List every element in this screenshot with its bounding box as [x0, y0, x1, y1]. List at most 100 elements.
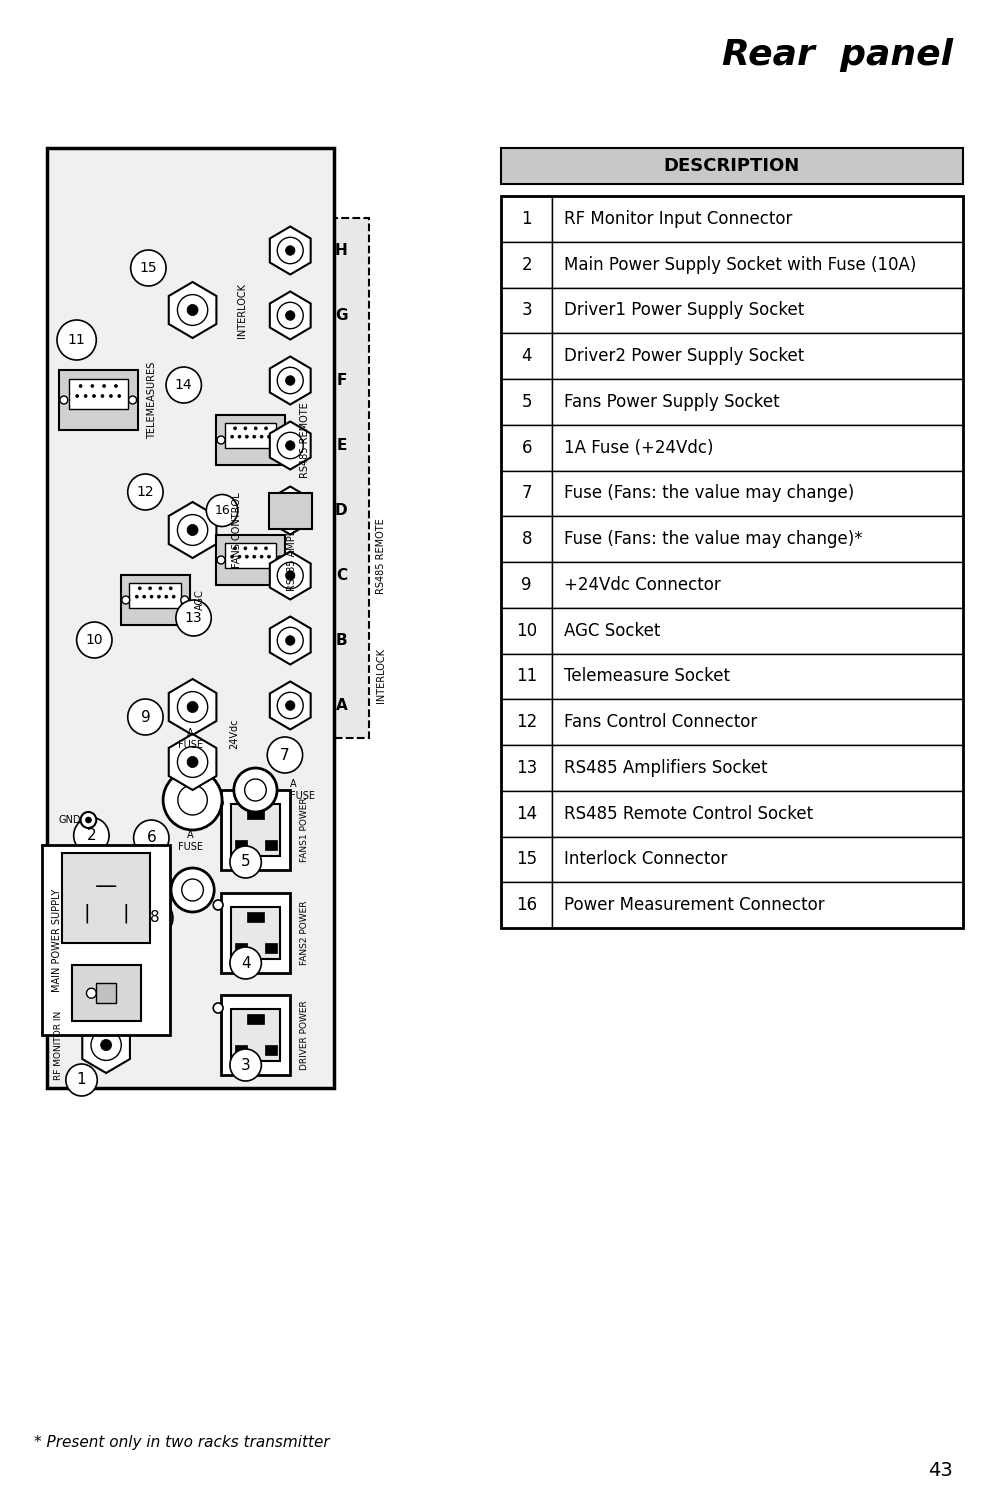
Bar	[221, 894, 290, 973]
Text: 13: 13	[185, 611, 202, 625]
Text: FANS1 POWER: FANS1 POWER	[300, 798, 309, 862]
Bar	[501, 608, 552, 653]
Text: A: A	[335, 698, 347, 713]
Text: 14: 14	[516, 805, 537, 823]
Text: Main Power Supply Socket with Fuse (10A): Main Power Supply Socket with Fuse (10A)	[564, 255, 916, 273]
Text: INTERLOCK: INTERLOCK	[376, 647, 386, 703]
Circle shape	[86, 817, 92, 823]
Circle shape	[286, 246, 295, 255]
Text: 2: 2	[521, 255, 532, 273]
Text: 1: 1	[521, 210, 532, 228]
Text: A
FUSE: A FUSE	[178, 831, 203, 852]
Circle shape	[172, 595, 175, 598]
Text: 11: 11	[67, 333, 86, 347]
Circle shape	[286, 571, 295, 580]
Circle shape	[171, 868, 214, 912]
Circle shape	[286, 376, 295, 386]
Bar	[71, 966, 141, 1021]
Circle shape	[187, 757, 198, 768]
Text: FANS2 POWER: FANS2 POWER	[300, 901, 309, 966]
Polygon shape	[82, 1017, 130, 1072]
Polygon shape	[169, 282, 216, 338]
Polygon shape	[270, 682, 311, 730]
Circle shape	[278, 237, 303, 264]
Text: H: H	[335, 243, 348, 258]
Circle shape	[158, 595, 160, 598]
Circle shape	[91, 385, 94, 388]
Circle shape	[79, 385, 82, 388]
Circle shape	[165, 595, 168, 598]
Circle shape	[286, 635, 295, 646]
Text: 5: 5	[521, 394, 532, 412]
Bar	[234, 943, 246, 952]
Circle shape	[73, 817, 109, 853]
Text: DESCRIPTION: DESCRIPTION	[664, 158, 800, 176]
Text: RS485 REMOTE: RS485 REMOTE	[300, 403, 310, 478]
Text: Driver1 Power Supply Socket: Driver1 Power Supply Socket	[564, 302, 804, 320]
Circle shape	[177, 691, 207, 722]
Bar	[552, 745, 963, 790]
Bar	[501, 562, 552, 608]
Circle shape	[278, 302, 303, 329]
Circle shape	[103, 385, 106, 388]
Bar	[552, 242, 963, 287]
Circle shape	[138, 900, 173, 936]
Circle shape	[60, 397, 67, 404]
Circle shape	[187, 701, 198, 712]
Bar	[266, 1045, 277, 1054]
Bar	[247, 810, 264, 819]
Bar	[216, 415, 285, 466]
Text: 4: 4	[521, 347, 532, 365]
Bar	[247, 1014, 264, 1023]
Circle shape	[187, 305, 198, 315]
Circle shape	[268, 556, 271, 559]
Circle shape	[136, 595, 138, 598]
Bar	[266, 943, 277, 952]
Bar	[552, 333, 963, 379]
Bar	[47, 149, 334, 1087]
Circle shape	[243, 427, 246, 430]
Bar	[501, 700, 552, 745]
Polygon shape	[270, 227, 311, 275]
Circle shape	[213, 1003, 223, 1012]
Text: 8: 8	[151, 910, 160, 925]
Bar	[552, 653, 963, 700]
Text: B: B	[336, 632, 347, 647]
Circle shape	[286, 701, 295, 710]
Text: RS485 REMOTE: RS485 REMOTE	[376, 518, 386, 593]
Circle shape	[278, 628, 303, 653]
Text: A
FUSE: A FUSE	[178, 728, 203, 749]
Text: RF MONITOR IN: RF MONITOR IN	[54, 1011, 63, 1080]
Text: 15: 15	[140, 261, 157, 275]
Bar	[221, 994, 290, 1075]
Text: RS485 AMPL: RS485 AMPL	[287, 529, 297, 590]
Circle shape	[230, 946, 262, 979]
Circle shape	[177, 294, 207, 326]
Circle shape	[128, 475, 163, 511]
Circle shape	[122, 596, 130, 604]
Circle shape	[150, 595, 153, 598]
Circle shape	[213, 798, 223, 808]
Bar	[59, 369, 138, 430]
Text: C: C	[336, 568, 347, 583]
Circle shape	[244, 780, 267, 801]
Circle shape	[268, 436, 271, 439]
Polygon shape	[270, 487, 311, 535]
Text: A
FUSE: A FUSE	[290, 780, 315, 801]
Circle shape	[243, 547, 246, 550]
Circle shape	[245, 436, 248, 439]
Text: MAIN POWER SUPPLY: MAIN POWER SUPPLY	[52, 888, 62, 991]
Circle shape	[178, 786, 207, 816]
Circle shape	[159, 587, 162, 590]
Circle shape	[169, 587, 172, 590]
Circle shape	[278, 692, 303, 718]
Circle shape	[75, 395, 78, 398]
Circle shape	[265, 547, 268, 550]
Text: +24Vdc Connector: +24Vdc Connector	[564, 575, 720, 593]
Circle shape	[233, 427, 236, 430]
Text: 3: 3	[521, 302, 532, 320]
Bar	[121, 575, 189, 625]
Polygon shape	[270, 551, 311, 599]
Bar	[501, 882, 552, 928]
Bar	[501, 195, 963, 928]
